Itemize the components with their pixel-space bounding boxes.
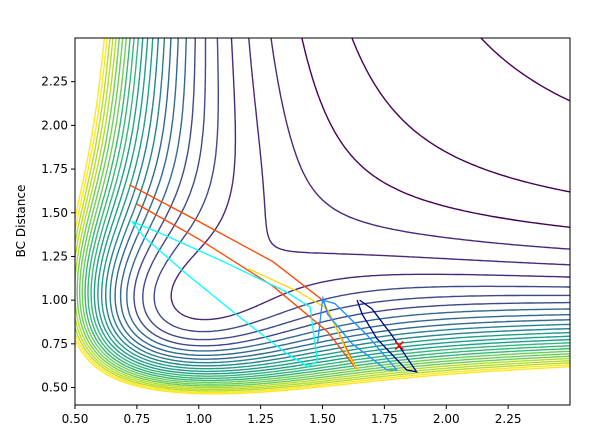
x-tick-label: 1.50 [309,412,336,426]
contour-level [93,38,570,375]
trajectory-line [248,268,358,371]
contour-level [109,38,570,364]
x-tick-label: 2.25 [495,412,522,426]
y-tick-label: 2.25 [41,75,68,89]
contour-level [97,38,570,373]
contour-level [153,38,570,333]
contour-level [480,38,570,102]
x-tick-label: 0.50 [62,412,89,426]
y-tick-label: 2.00 [41,118,68,132]
contour-level [142,38,570,341]
contour-level [75,38,570,394]
x-tick-label: 2.00 [433,412,460,426]
y-tick-label: 1.75 [41,162,68,176]
x-axis: 0.50 0.75 1.00 1.25 1.50 1.75 2.00 2.25 [62,405,522,426]
y-tick-label: 1.50 [41,206,68,220]
contour-level [248,38,570,266]
y-tick-label: 0.50 [41,381,68,395]
contour-level [76,38,570,387]
contour-level [75,38,570,395]
x-marker [394,341,404,351]
y-axis: 0.50 0.75 1.00 1.25 1.50 1.75 2.00 2.25 [41,75,75,395]
contour-level [270,38,570,250]
y-axis-label: BC Distance [14,185,28,258]
contour-level [84,38,570,382]
contour-level [75,38,570,392]
contour-lines [75,38,570,395]
contour-level [81,38,570,384]
y-tick-label: 1.25 [41,249,68,263]
trajectory-lines [129,184,418,373]
contour-level [75,38,570,390]
marker-layer [394,341,404,351]
trajectory-line [316,296,399,371]
contour-level [351,38,570,193]
contour-level [105,38,570,367]
trajectory-line [131,220,319,368]
contour-level [301,38,570,228]
y-tick-label: 1.00 [41,293,68,307]
y-tick-label: 0.75 [41,337,68,351]
trajectory-line [356,299,418,373]
x-tick-label: 1.25 [247,412,274,426]
contour-level [79,38,570,385]
x-tick-label: 0.75 [124,412,151,426]
contour-level [170,38,570,321]
contour-level [90,38,570,377]
x-tick-label: 1.75 [371,412,398,426]
x-tick-label: 1.00 [185,412,212,426]
contour-level [133,38,570,347]
